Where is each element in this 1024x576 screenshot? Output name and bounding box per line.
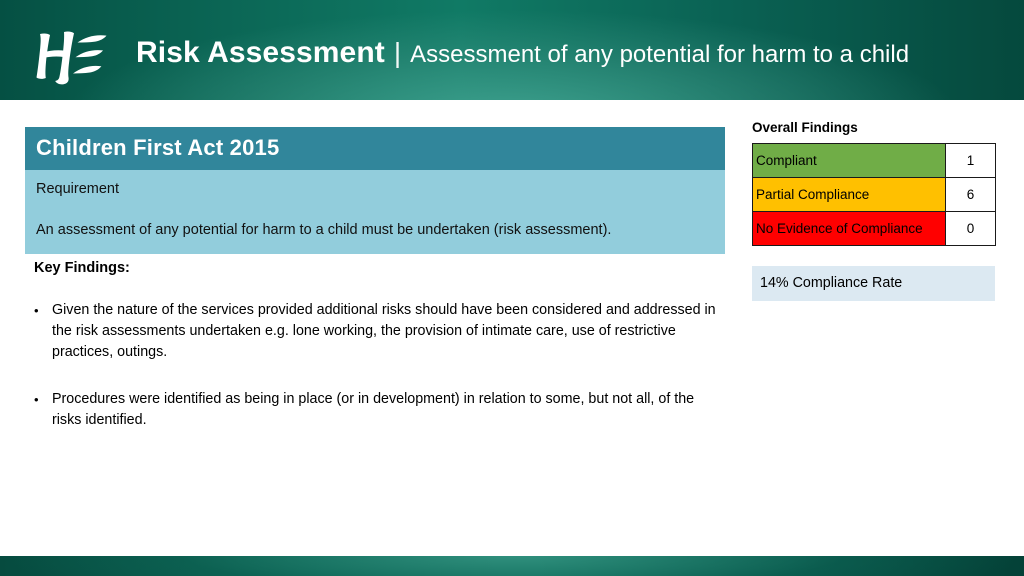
bullet-icon: • bbox=[34, 392, 39, 407]
key-findings-section: Key Findings: • Given the nature of the … bbox=[34, 260, 734, 457]
status-badge-compliant: Compliant bbox=[752, 143, 946, 178]
status-badge-no-evidence: No Evidence of Compliance bbox=[752, 211, 946, 246]
bullet-icon: • bbox=[34, 303, 39, 318]
count-compliant: 1 bbox=[945, 143, 996, 178]
key-finding-text: Given the nature of the services provide… bbox=[52, 302, 716, 360]
requirement-label: Requirement bbox=[36, 181, 120, 197]
status-badge-partial-compliance: Partial Compliance bbox=[752, 177, 946, 212]
act-table-body: Requirement An assessment of any potenti… bbox=[25, 170, 725, 255]
key-findings-title: Key Findings: bbox=[34, 260, 130, 276]
table-row: No Evidence of Compliance 0 bbox=[752, 211, 996, 246]
overall-findings-title: Overall Findings bbox=[752, 120, 858, 135]
requirement-text: An assessment of any potential for harm … bbox=[36, 221, 612, 238]
header-title-block: Risk Assessment | Assessment of any pote… bbox=[136, 38, 909, 68]
count-no-evidence: 0 bbox=[945, 211, 996, 246]
table-row: Compliant 1 bbox=[752, 143, 996, 178]
compliance-rate-badge: 14% Compliance Rate bbox=[752, 266, 995, 301]
overall-findings-panel: Overall Findings Compliant 1 Partial Com… bbox=[752, 120, 996, 301]
act-requirement-table: Children First Act 2015 Requirement An a… bbox=[25, 127, 725, 255]
slide-header: Risk Assessment | Assessment of any pote… bbox=[0, 0, 1024, 100]
title-divider: | bbox=[393, 37, 402, 68]
table-row: Partial Compliance 6 bbox=[752, 177, 996, 212]
list-item: • Procedures were identified as being in… bbox=[34, 389, 724, 431]
count-partial-compliance: 6 bbox=[945, 177, 996, 212]
page-title: Risk Assessment bbox=[136, 36, 385, 69]
slide-footer bbox=[0, 556, 1024, 576]
hse-logo bbox=[28, 26, 114, 86]
key-finding-text: Procedures were identified as being in p… bbox=[52, 391, 695, 428]
list-item: • Given the nature of the services provi… bbox=[34, 300, 724, 363]
page-subtitle: Assessment of any potential for harm to … bbox=[410, 41, 910, 68]
act-table-heading: Children First Act 2015 bbox=[25, 127, 725, 170]
overall-findings-table: Compliant 1 Partial Compliance 6 No Evid… bbox=[752, 143, 996, 246]
requirement-spacer bbox=[36, 200, 714, 221]
